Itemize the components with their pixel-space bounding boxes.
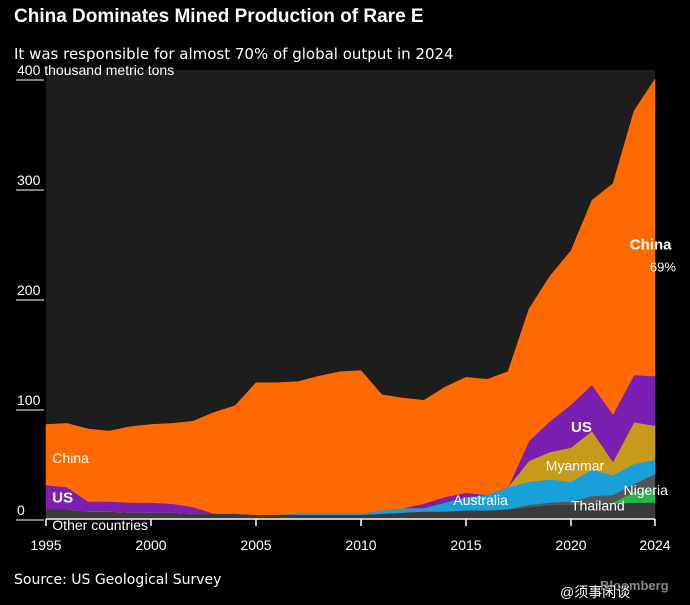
series-label-myanmar: Myanmar: [546, 458, 605, 474]
series-label-thailand: Thailand: [571, 497, 625, 513]
x-tick-label: 2000: [135, 537, 166, 553]
area-china: [45, 78, 656, 515]
y-tick-label: 200: [17, 282, 41, 298]
watermark: @须事闲谈: [560, 584, 631, 600]
x-tick-label: 2005: [240, 537, 271, 553]
series-label-us: US: [52, 490, 73, 507]
x-tick-label: 1995: [30, 537, 61, 553]
series-label-us: US: [571, 419, 592, 436]
stacked-area-chart: 0 100 200 300 400 thousand metric tons 1995 20…: [16, 62, 676, 553]
series-label-australia: Australia: [453, 492, 508, 508]
x-tick-label: 2015: [450, 537, 481, 553]
series-label-nigeria: Nigeria: [624, 482, 669, 498]
x-tick-label: 2010: [345, 537, 376, 553]
y-tick-label: 300: [17, 172, 41, 188]
series-label-china: China: [52, 450, 89, 466]
source-note: Source: US Geological Survey: [14, 572, 222, 588]
x-tick-label: 2024: [639, 537, 670, 553]
chart-subtitle: It was responsible for almost 70% of glo…: [14, 45, 454, 63]
china-share-label: 69%: [650, 260, 676, 275]
series-label-china: China: [630, 237, 672, 254]
y-tick-label: 0: [17, 502, 25, 518]
brand-logo: Bloomberg: [600, 578, 669, 593]
y-tick-label: 400 thousand metric tons: [17, 62, 174, 78]
chart-title: China Dominates Mined Production of Rare…: [14, 6, 424, 27]
x-tick-label: 2020: [555, 537, 586, 553]
series-label-other-countries: Other countries: [52, 517, 148, 533]
y-tick-label: 100: [17, 392, 41, 408]
